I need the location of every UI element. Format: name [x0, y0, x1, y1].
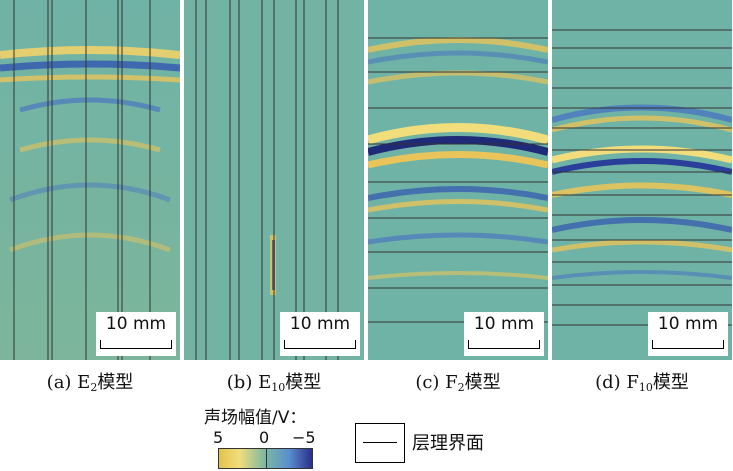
- scale-bar-label: 10 mm: [289, 314, 351, 334]
- caption-b: (b) E10模型: [184, 368, 364, 394]
- scale-bar-label: 10 mm: [105, 314, 167, 334]
- scale-bar: 10 mm: [280, 312, 360, 356]
- interface-legend-label: 层理界面: [412, 433, 484, 454]
- caption-a-suffix: 模型: [97, 372, 134, 393]
- scale-bar: 10 mm: [464, 312, 544, 356]
- caption-a-prefix: (a) E: [46, 372, 91, 393]
- colorbar: [218, 448, 313, 469]
- panel-a-field: [0, 0, 180, 360]
- panel-c-image: 10 mm: [368, 0, 548, 360]
- scale-bar-line: [284, 340, 356, 349]
- colorbar-tick-left: 5: [213, 428, 224, 447]
- panel-c-field: [368, 0, 548, 360]
- panel-b-image: 10 mm: [184, 0, 364, 360]
- caption-c-sub: 2: [457, 381, 465, 394]
- caption-d-prefix: (d) F: [595, 372, 639, 393]
- interface-line-sample: [363, 442, 397, 443]
- caption-b-prefix: (b) E: [226, 372, 272, 393]
- caption-c-prefix: (c) F: [415, 372, 458, 393]
- scale-bar-line: [100, 340, 172, 349]
- panel-d-image: 10 mm: [552, 0, 732, 360]
- colorbar-zero-divider: [265, 449, 267, 468]
- colorbar-tick-mid: 0: [259, 428, 270, 447]
- panel-d-field: [552, 0, 732, 360]
- caption-d: (d) F10模型: [552, 368, 732, 394]
- caption-d-suffix: 模型: [652, 372, 689, 393]
- caption-d-sub: 10: [638, 381, 653, 394]
- scale-bar-line: [652, 340, 724, 349]
- scale-bar: 10 mm: [648, 312, 728, 356]
- colorbar-title: 声场幅值/V：: [204, 408, 307, 428]
- colorbar-tick-right: −5: [292, 428, 316, 447]
- caption-b-sub: 10: [271, 381, 286, 394]
- caption-c: (c) F2模型: [368, 368, 548, 394]
- scale-bar-label: 10 mm: [657, 314, 719, 334]
- caption-b-suffix: 模型: [285, 372, 322, 393]
- scale-bar-label: 10 mm: [473, 314, 535, 334]
- interface-legend-swatch: [355, 423, 405, 463]
- caption-a-sub: 2: [90, 381, 98, 394]
- caption-a: (a) E2模型: [0, 368, 180, 394]
- scale-bar-line: [468, 340, 540, 349]
- panel-a-image: 10 mm: [0, 0, 180, 360]
- scale-bar: 10 mm: [96, 312, 176, 356]
- panel-b-field: [184, 0, 364, 360]
- caption-c-suffix: 模型: [464, 372, 501, 393]
